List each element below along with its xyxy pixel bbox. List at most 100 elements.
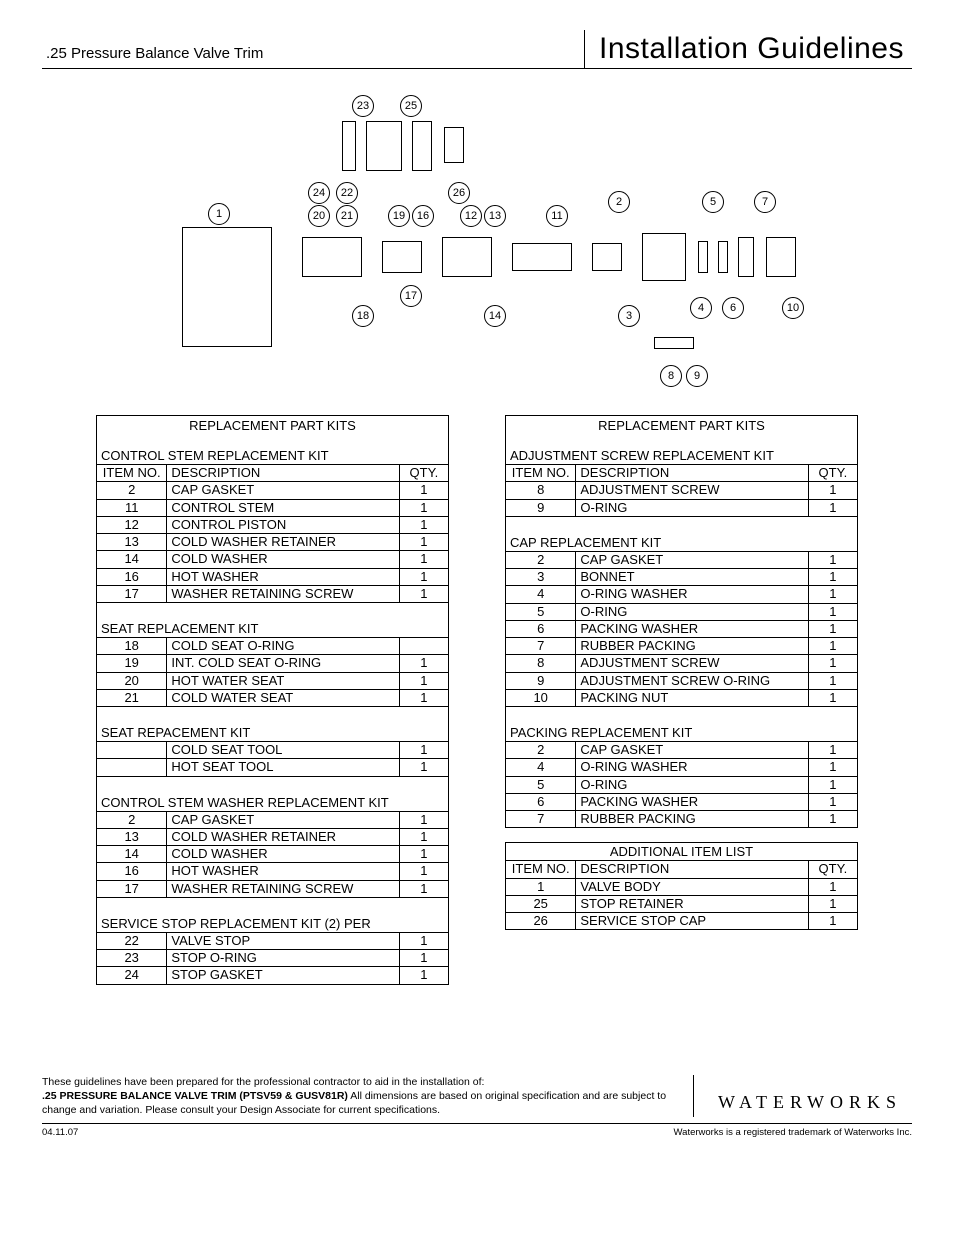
part-shape	[512, 243, 572, 271]
additional-table: ITEM NO.DESCRIPTIONQTY.1VALVE BODY125STO…	[505, 860, 858, 930]
callout-9: 9	[686, 365, 708, 387]
cell-desc: O-RING WASHER	[576, 759, 808, 776]
cell-item: 25	[506, 895, 576, 912]
cell-desc: HOT WASHER	[167, 568, 399, 585]
kit-title: SERVICE STOP REPLACEMENT KIT (2) PER	[96, 915, 449, 932]
cell-desc: COLD WATER SEAT	[167, 689, 399, 706]
cell-desc: O-RING	[576, 776, 808, 793]
cell-qty: 1	[808, 569, 857, 586]
cell-item: 10	[506, 689, 576, 706]
cell-item: 3	[506, 569, 576, 586]
cell-desc: CONTROL PISTON	[167, 516, 399, 533]
col-qty: QTY.	[808, 861, 857, 878]
table-row: 8ADJUSTMENT SCREW1	[506, 655, 858, 672]
table-row: 16HOT WASHER1	[97, 568, 449, 585]
cell-qty: 1	[399, 568, 448, 585]
cell-item: 9	[506, 499, 576, 516]
table-row: 3BONNET1	[506, 569, 858, 586]
kit-title: CAP REPLACEMENT KIT	[505, 534, 858, 551]
callout-3: 3	[618, 305, 640, 327]
cell-item: 13	[97, 534, 167, 551]
cell-item: 14	[97, 846, 167, 863]
callout-26: 26	[448, 182, 470, 204]
waterworks-logo: WATERWORKS	[694, 1092, 912, 1117]
cell-item: 2	[97, 482, 167, 499]
table-row: 2CAP GASKET1	[97, 482, 449, 499]
cell-item: 5	[506, 603, 576, 620]
callout-8: 8	[660, 365, 682, 387]
table-row: 1VALVE BODY1	[506, 878, 858, 895]
kit-title: PACKING REPLACEMENT KIT	[505, 724, 858, 741]
col-desc: DESCRIPTION	[576, 465, 808, 482]
callout-1: 1	[208, 203, 230, 225]
cell-item: 7	[506, 811, 576, 828]
cell-item: 12	[97, 516, 167, 533]
cell-desc: COLD SEAT O-RING	[167, 638, 399, 655]
table-row: 22VALVE STOP1	[97, 932, 449, 949]
kit-table: 2CAP GASKET113COLD WASHER RETAINER114COL…	[96, 811, 449, 898]
cell-qty: 1	[399, 482, 448, 499]
kit-table: 2CAP GASKET13BONNET14O-RING WASHER15O-RI…	[505, 551, 858, 707]
kit-title: CONTROL STEM REPLACEMENT KIT	[96, 447, 449, 464]
part-shape	[642, 233, 686, 281]
table-row: 5O-RING1	[506, 776, 858, 793]
table-row: 19INT. COLD SEAT O-RING1	[97, 655, 449, 672]
cell-qty: 1	[399, 932, 448, 949]
part-shape	[766, 237, 796, 277]
cell-desc: O-RING	[576, 499, 808, 516]
cell-qty: 1	[808, 551, 857, 568]
cell-desc: PACKING WASHER	[576, 793, 808, 810]
cell-item: 24	[97, 967, 167, 984]
callout-2: 2	[608, 191, 630, 213]
cell-desc: COLD WASHER RETAINER	[167, 534, 399, 551]
footer-bold: .25 PRESSURE BALANCE VALVE TRIM (PTSV59 …	[42, 1090, 348, 1102]
kit-title: CONTROL STEM WASHER REPLACEMENT KIT	[96, 794, 449, 811]
table-row: COLD SEAT TOOL1	[97, 742, 449, 759]
cell-qty: 1	[808, 638, 857, 655]
table-row: HOT SEAT TOOL1	[97, 759, 449, 776]
cell-desc: STOP RETAINER	[576, 895, 808, 912]
table-row: 14COLD WASHER1	[97, 551, 449, 568]
cell-qty: 1	[399, 863, 448, 880]
callout-21: 21	[336, 205, 358, 227]
cell-qty: 1	[399, 516, 448, 533]
cell-item: 13	[97, 828, 167, 845]
cell-desc: ADJUSTMENT SCREW O-RING	[576, 672, 808, 689]
table-row: 13COLD WASHER RETAINER1	[97, 534, 449, 551]
callout-13: 13	[484, 205, 506, 227]
cell-qty: 1	[808, 895, 857, 912]
callout-25: 25	[400, 95, 422, 117]
page: .25 Pressure Balance Valve Trim Installa…	[0, 0, 954, 1158]
cell-desc: STOP GASKET	[167, 967, 399, 984]
cell-item: 19	[97, 655, 167, 672]
cell-desc: WASHER RETAINING SCREW	[167, 585, 399, 602]
cell-item: 2	[506, 551, 576, 568]
cell-desc: HOT SEAT TOOL	[167, 759, 399, 776]
spacer	[96, 898, 449, 915]
cell-desc: WASHER RETAINING SCREW	[167, 880, 399, 897]
callout-18: 18	[352, 305, 374, 327]
table-row: 8ADJUSTMENT SCREW1	[506, 482, 858, 499]
cell-qty: 1	[808, 586, 857, 603]
cell-item: 4	[506, 586, 576, 603]
table-row: 14COLD WASHER1	[97, 846, 449, 863]
footer-text: These guidelines have been prepared for …	[42, 1075, 694, 1118]
col-item: ITEM NO.	[506, 861, 576, 878]
cell-desc: BONNET	[576, 569, 808, 586]
table-row: 6PACKING WASHER1	[506, 793, 858, 810]
part-shape	[718, 241, 728, 273]
kit-title: SEAT REPLACEMENT KIT	[96, 620, 449, 637]
callout-7: 7	[754, 191, 776, 213]
cell-item: 2	[506, 742, 576, 759]
cell-item: 17	[97, 880, 167, 897]
part-shape	[698, 241, 708, 273]
table-row: 7RUBBER PACKING1	[506, 811, 858, 828]
cell-item: 20	[97, 672, 167, 689]
cell-qty: 1	[399, 811, 448, 828]
cell-item: 16	[97, 568, 167, 585]
callout-17: 17	[400, 285, 422, 307]
cell-qty: 1	[808, 742, 857, 759]
callout-24: 24	[308, 182, 330, 204]
callout-10: 10	[782, 297, 804, 319]
table-row: 9ADJUSTMENT SCREW O-RING1	[506, 672, 858, 689]
